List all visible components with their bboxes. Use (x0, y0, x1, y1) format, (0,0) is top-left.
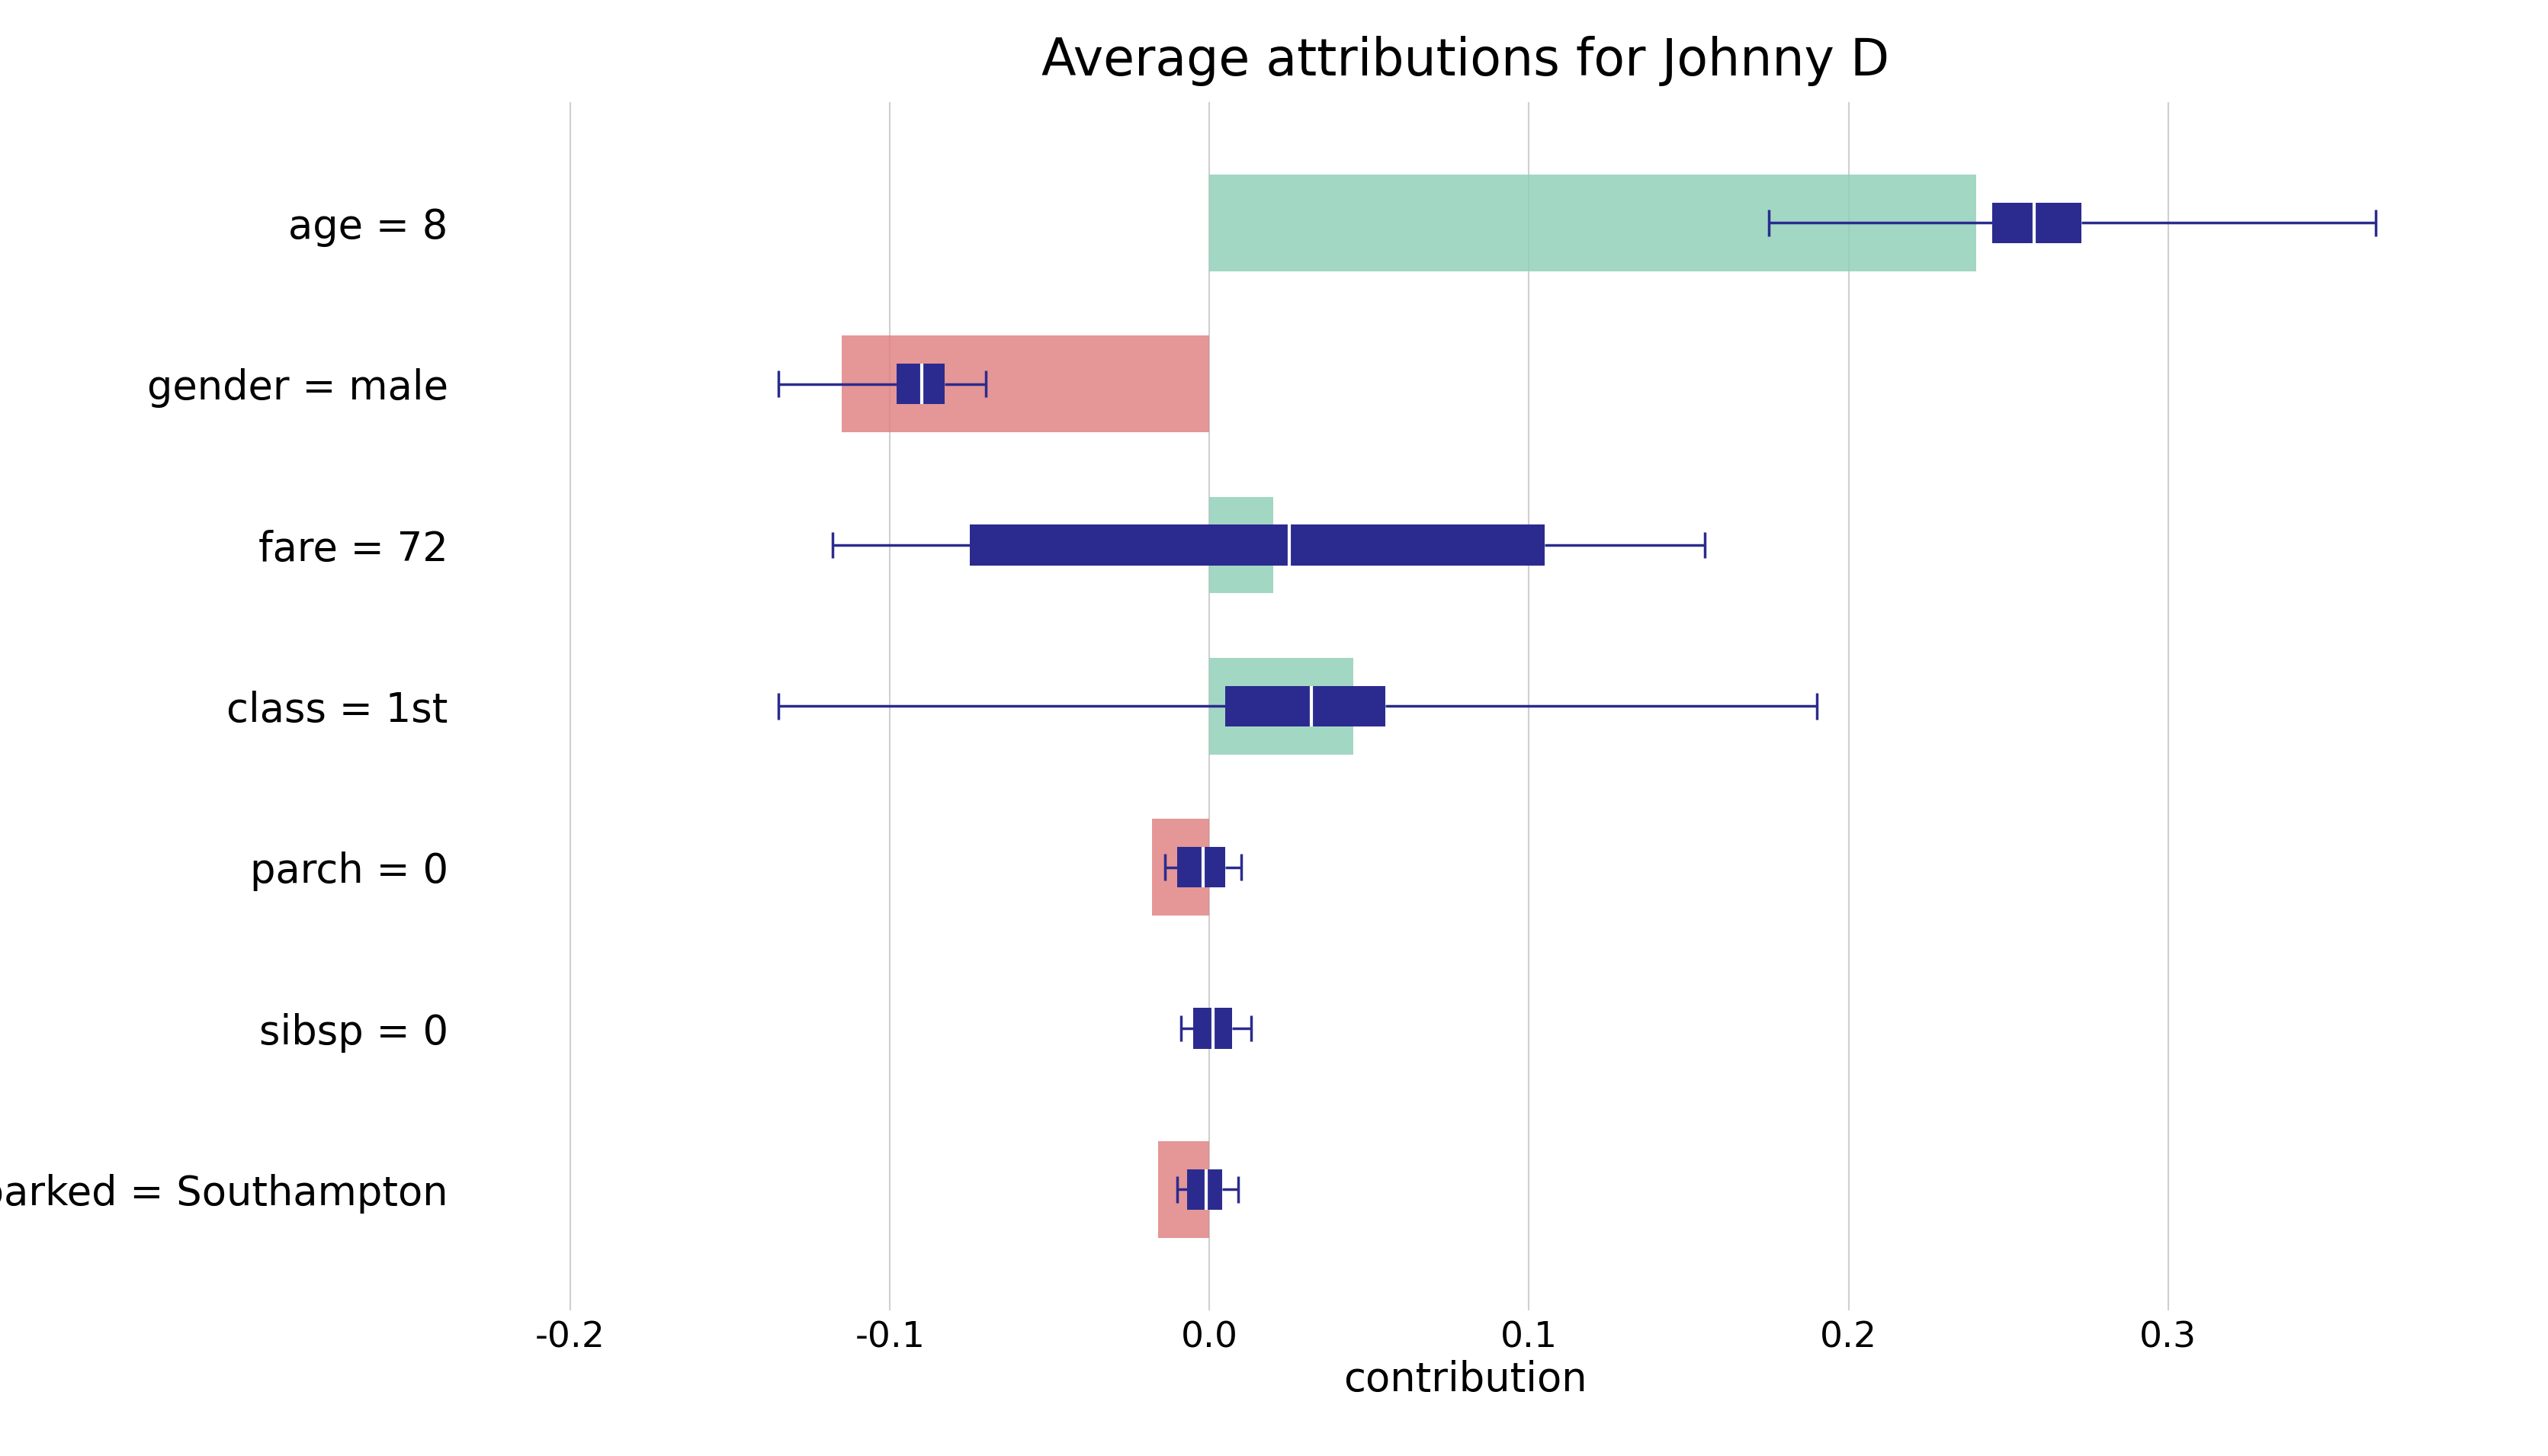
Bar (1159, 1142, 1210, 1238)
Bar (1210, 496, 1274, 594)
Bar (1192, 1008, 1231, 1048)
Bar (1152, 818, 1210, 916)
Bar (897, 364, 945, 405)
Bar (1177, 847, 1226, 888)
Title: Average attributions for Johnny D: Average attributions for Johnny D (1042, 36, 1888, 86)
Bar (1187, 1169, 1223, 1210)
X-axis label: contribution: contribution (1343, 1360, 1587, 1399)
Bar (841, 335, 1210, 432)
Bar (971, 524, 1544, 565)
Bar (1210, 175, 1977, 271)
Bar (1226, 686, 1386, 727)
Bar (1210, 658, 1353, 754)
Bar (1993, 202, 2082, 243)
